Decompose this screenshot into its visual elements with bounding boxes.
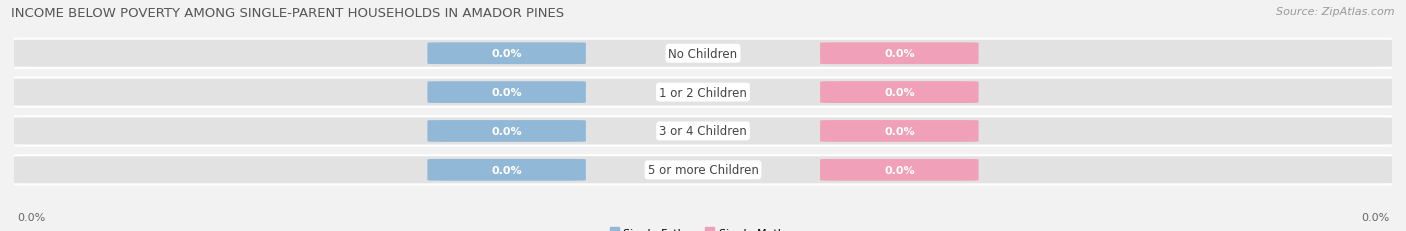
Text: 0.0%: 0.0%: [884, 165, 915, 175]
FancyBboxPatch shape: [7, 155, 1399, 185]
Text: 0.0%: 0.0%: [491, 126, 522, 136]
FancyBboxPatch shape: [7, 40, 1399, 69]
FancyBboxPatch shape: [820, 43, 979, 65]
FancyBboxPatch shape: [820, 159, 979, 181]
FancyBboxPatch shape: [820, 82, 979, 103]
Text: 0.0%: 0.0%: [884, 88, 915, 98]
FancyBboxPatch shape: [427, 121, 586, 142]
Text: 1 or 2 Children: 1 or 2 Children: [659, 86, 747, 99]
Text: 0.0%: 0.0%: [884, 126, 915, 136]
Text: 0.0%: 0.0%: [491, 165, 522, 175]
Text: 3 or 4 Children: 3 or 4 Children: [659, 125, 747, 138]
Text: INCOME BELOW POVERTY AMONG SINGLE-PARENT HOUSEHOLDS IN AMADOR PINES: INCOME BELOW POVERTY AMONG SINGLE-PARENT…: [11, 7, 564, 20]
Text: 0.0%: 0.0%: [1361, 212, 1389, 222]
FancyBboxPatch shape: [427, 43, 586, 65]
Text: 5 or more Children: 5 or more Children: [648, 164, 758, 176]
Text: No Children: No Children: [668, 48, 738, 61]
FancyBboxPatch shape: [7, 117, 1399, 146]
FancyBboxPatch shape: [7, 78, 1399, 107]
FancyBboxPatch shape: [427, 159, 586, 181]
FancyBboxPatch shape: [427, 82, 586, 103]
Text: 0.0%: 0.0%: [491, 49, 522, 59]
Text: 0.0%: 0.0%: [884, 49, 915, 59]
Legend: Single Father, Single Mother: Single Father, Single Mother: [606, 223, 800, 231]
Text: 0.0%: 0.0%: [17, 212, 45, 222]
FancyBboxPatch shape: [820, 121, 979, 142]
Text: Source: ZipAtlas.com: Source: ZipAtlas.com: [1277, 7, 1395, 17]
Text: 0.0%: 0.0%: [491, 88, 522, 98]
